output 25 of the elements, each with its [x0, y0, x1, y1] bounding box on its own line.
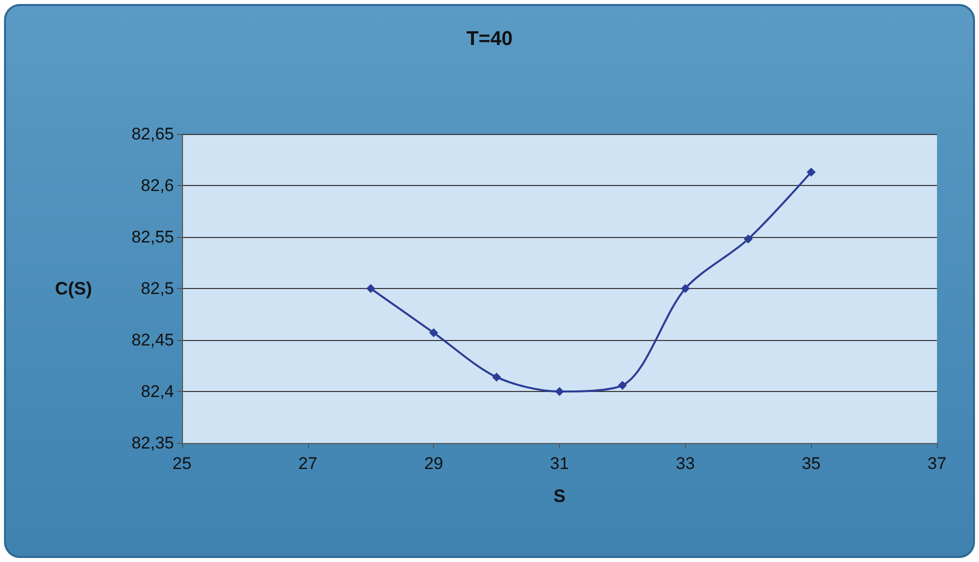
point [744, 234, 753, 244]
x-tick-label: 31 [550, 454, 569, 473]
x-tick-label: 37 [928, 454, 946, 473]
y-tick-label: 82,5 [140, 279, 174, 298]
x-axis-title: S [553, 486, 566, 506]
point [806, 168, 816, 177]
point [492, 372, 502, 382]
y-tick-label: 82,4 [140, 382, 174, 401]
x-tick-label: 25 [172, 454, 192, 473]
y-tick-label: 82,45 [131, 330, 174, 350]
y-tick-label: 82,65 [131, 124, 174, 144]
y-axis-title: C(S) [55, 278, 92, 298]
y-tick-label: 82,55 [131, 228, 174, 246]
y-tick-label: 82,6 [140, 176, 174, 195]
x-tick-label: 35 [802, 454, 821, 473]
point [366, 284, 376, 293]
x-tick-label: 27 [298, 454, 318, 473]
point [555, 387, 564, 396]
point [680, 284, 690, 293]
x-tick-label: 33 [676, 454, 695, 473]
point [618, 380, 627, 390]
y-tick-label: 82,35 [131, 434, 174, 452]
chart-title: T=40 [466, 28, 513, 50]
x-tick-label: 29 [424, 454, 444, 473]
point [429, 328, 438, 338]
